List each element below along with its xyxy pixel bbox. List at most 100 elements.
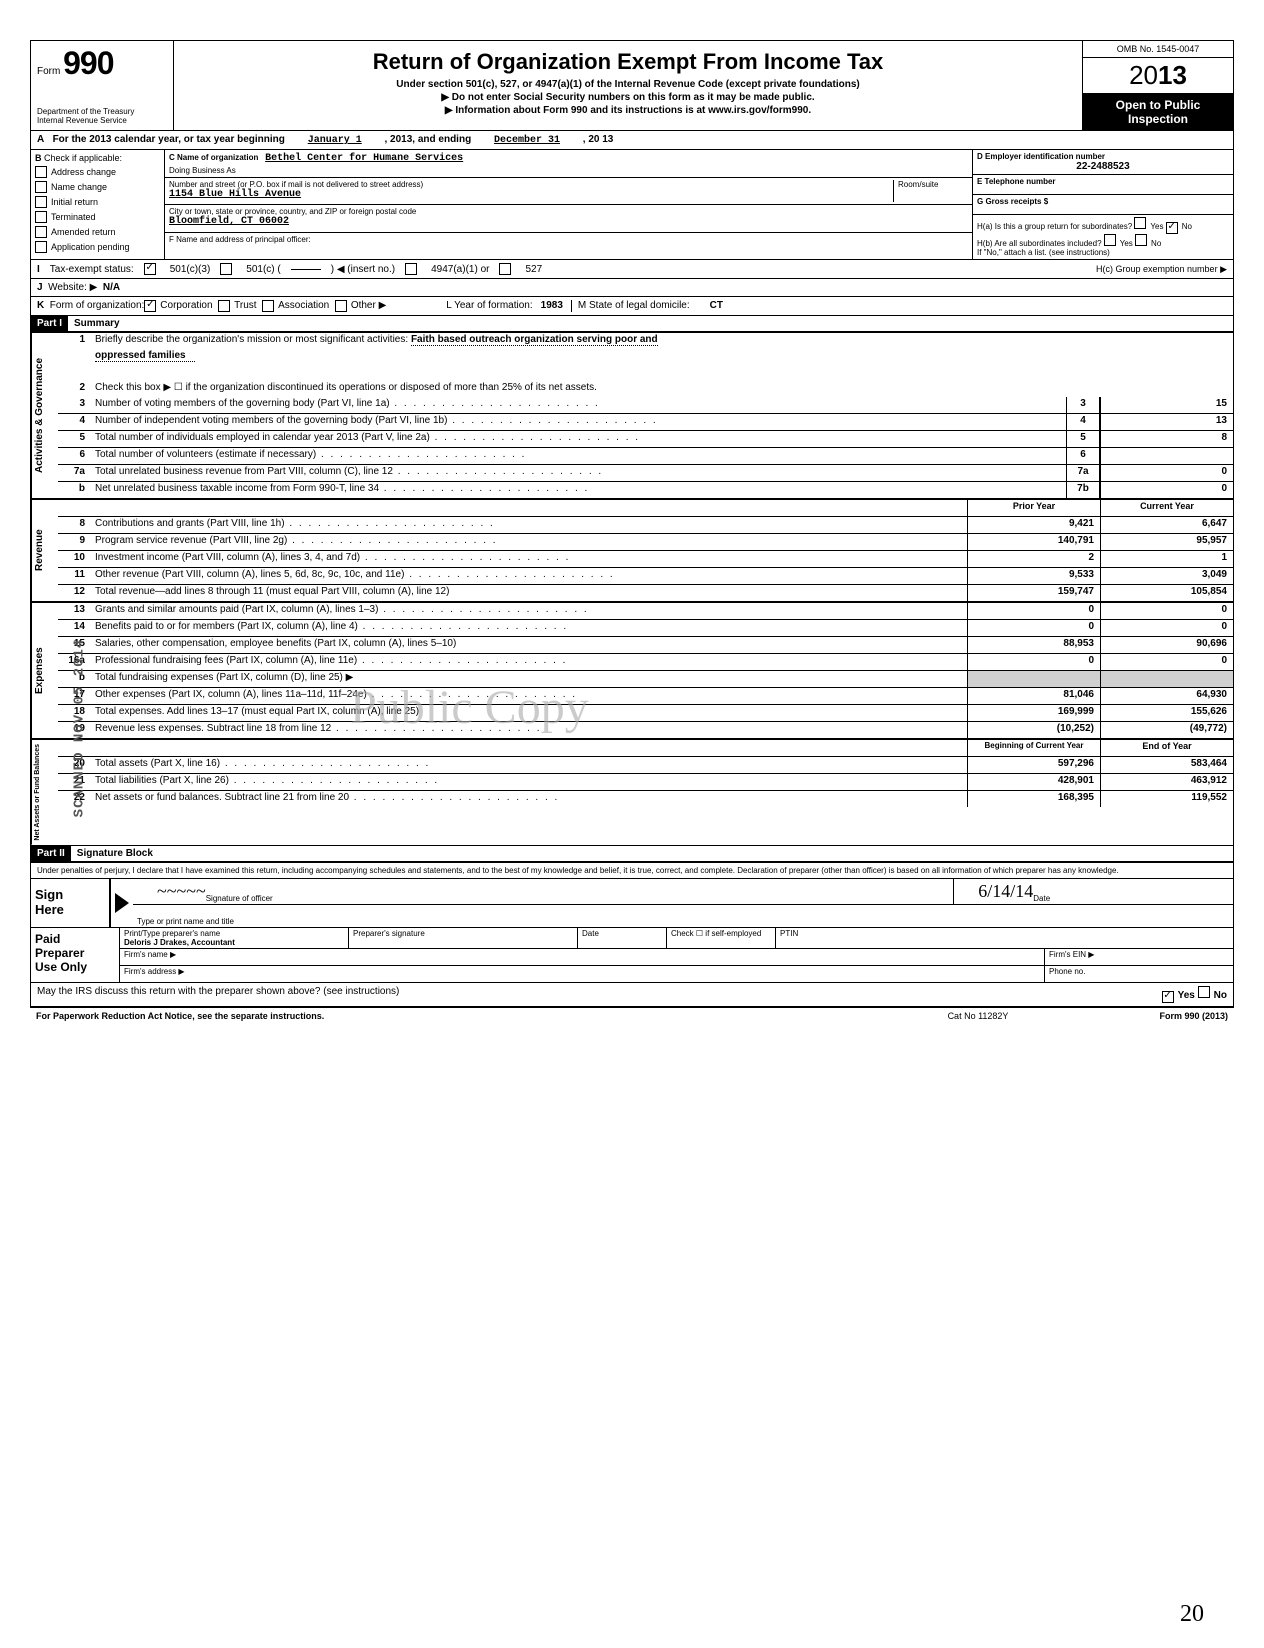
domicile-label: M State of legal domicile: <box>571 300 690 312</box>
here-label: Here <box>35 902 105 917</box>
line10-prior: 2 <box>967 551 1100 567</box>
line-a-mid: , 2013, and ending <box>384 134 471 145</box>
dept-irs: Internal Revenue Service <box>37 117 167 126</box>
preparer-section: Paid Preparer Use Only Print/Type prepar… <box>31 928 1233 983</box>
prep-name-label: Print/Type preparer's name <box>124 929 344 938</box>
cb-amended[interactable]: Amended return <box>35 226 160 238</box>
sign-label: Sign <box>35 887 105 902</box>
line9-current: 95,957 <box>1100 534 1233 550</box>
governance-section: Activities & Governance 1 Briefly descri… <box>31 333 1233 500</box>
line12-prior: 159,747 <box>967 585 1100 601</box>
part1-label: Part I <box>31 316 68 331</box>
org-name-label: C Name of organization <box>169 153 258 162</box>
end-year-header: End of Year <box>1100 740 1233 756</box>
line14-current: 0 <box>1100 620 1233 636</box>
line17-desc: Other expenses (Part IX, column (A), lin… <box>91 688 967 704</box>
org-name: Bethel Center for Humane Services <box>265 153 463 164</box>
hb-label: H(b) Are all subordinates included? <box>977 239 1102 248</box>
cb-terminated[interactable]: Terminated <box>35 211 160 223</box>
prep-sig-label: Preparer's signature <box>349 928 578 948</box>
tax-year-begin: January 1 <box>288 135 382 146</box>
line6-desc: Total number of volunteers (estimate if … <box>91 448 1066 464</box>
line11-desc: Other revenue (Part VIII, column (A), li… <box>91 568 967 584</box>
line1-desc: Briefly describe the organization's miss… <box>95 334 408 345</box>
cb-501c3[interactable] <box>144 263 156 275</box>
checkbox-label: Check if applicable: <box>44 153 122 163</box>
line19-desc: Revenue less expenses. Subtract line 18 … <box>91 722 967 738</box>
street-address: 1154 Blue Hills Avenue <box>169 189 893 200</box>
cb-501c[interactable] <box>220 263 232 275</box>
arrow-icon <box>115 893 129 913</box>
row-k: K Form of organization: Corporation Trus… <box>31 297 1233 316</box>
row-i: I Tax-exempt status: 501(c)(3) 501(c) ( … <box>31 260 1233 279</box>
cb-address-change[interactable]: Address change <box>35 166 160 178</box>
omb-number: OMB No. 1545-0047 <box>1083 41 1233 58</box>
footer-cat: Cat No 11282Y <box>878 1011 1078 1021</box>
hb-yes[interactable] <box>1104 234 1116 246</box>
section-bcd: B Check if applicable: Address change Na… <box>31 150 1233 260</box>
hb-no[interactable] <box>1135 234 1147 246</box>
year-prefix: 20 <box>1129 60 1158 90</box>
line21-desc: Total liabilities (Part X, line 26) <box>91 774 967 790</box>
cb-assoc[interactable] <box>262 300 274 312</box>
line-a-prefix: For the 2013 calendar year, or tax year … <box>53 134 285 145</box>
line5-desc: Total number of individuals employed in … <box>91 431 1066 447</box>
year-formation-label: L Year of formation: <box>446 300 532 312</box>
part2-header: Part II Signature Block <box>31 846 1233 863</box>
mission-text: Faith based outreach organization servin… <box>411 334 658 346</box>
line20-desc: Total assets (Part X, line 16) <box>91 757 967 773</box>
line14-prior: 0 <box>967 620 1100 636</box>
room-label: Room/suite <box>893 180 968 202</box>
city-value: Bloomfield, CT 06002 <box>169 216 968 227</box>
line22-desc: Net assets or fund balances. Subtract li… <box>91 791 967 807</box>
irs-yes[interactable] <box>1162 991 1174 1003</box>
tax-year: 2013 <box>1083 58 1233 94</box>
line13-prior: 0 <box>967 603 1100 619</box>
scanned-stamp: SCANNED NOV 05 2014 <box>71 639 87 818</box>
cb-4947[interactable] <box>405 263 417 275</box>
cb-corp[interactable] <box>144 300 156 312</box>
footer-left: For Paperwork Reduction Act Notice, see … <box>36 1011 878 1021</box>
footer-form: Form 990 (2013) <box>1078 1011 1228 1021</box>
line3-value: 15 <box>1100 397 1233 413</box>
irs-discuss-text: May the IRS discuss this return with the… <box>37 986 399 1003</box>
phone-label: E Telephone number <box>977 177 1229 186</box>
line8-prior: 9,421 <box>967 517 1100 533</box>
expenses-side-label: Expenses <box>31 603 58 738</box>
part2-title: Signature Block <box>71 846 159 861</box>
netassets-side-label: Net Assets or Fund Balances <box>31 740 58 845</box>
website-value: N/A <box>103 282 120 293</box>
part2-label: Part II <box>31 846 71 861</box>
open-line2: Inspection <box>1087 112 1229 126</box>
column-b: B Check if applicable: Address change Na… <box>31 150 165 259</box>
prep-selfemp-label: Check ☐ if self-employed <box>667 928 776 948</box>
officer-signature: ~~~~~ <box>137 881 206 901</box>
line7a-value: 0 <box>1100 465 1233 481</box>
date-caption: Date <box>1033 894 1050 903</box>
line10-current: 1 <box>1100 551 1233 567</box>
line16a-prior: 0 <box>967 654 1100 670</box>
cb-527[interactable] <box>499 263 511 275</box>
line13-desc: Grants and similar amounts paid (Part IX… <box>91 603 967 619</box>
line11-prior: 9,533 <box>967 568 1100 584</box>
ha-yes[interactable] <box>1134 217 1146 229</box>
cb-name-change[interactable]: Name change <box>35 181 160 193</box>
cb-other[interactable] <box>335 300 347 312</box>
begin-year-header: Beginning of Current Year <box>967 740 1100 756</box>
part1-header: Part I Summary <box>31 316 1233 333</box>
irs-discuss-row: May the IRS discuss this return with the… <box>31 983 1233 1007</box>
cb-trust[interactable] <box>218 300 230 312</box>
form-label: Form <box>37 66 60 77</box>
column-de: D Employer identification number 22-2488… <box>973 150 1233 259</box>
form-title: Return of Organization Exempt From Incom… <box>182 49 1074 75</box>
line2-desc: Check this box ▶ ☐ if the organization d… <box>91 381 1233 397</box>
ha-no[interactable] <box>1166 222 1178 234</box>
line-a: A For the 2013 calendar year, or tax yea… <box>31 131 1233 150</box>
line9-prior: 140,791 <box>967 534 1100 550</box>
line6-value <box>1100 448 1233 464</box>
irs-no[interactable] <box>1198 986 1210 998</box>
line22-begin: 168,395 <box>967 791 1100 807</box>
cb-initial-return[interactable]: Initial return <box>35 196 160 208</box>
cb-pending[interactable]: Application pending <box>35 241 160 253</box>
revenue-section: Revenue Prior Year Current Year 8Contrib… <box>31 500 1233 603</box>
